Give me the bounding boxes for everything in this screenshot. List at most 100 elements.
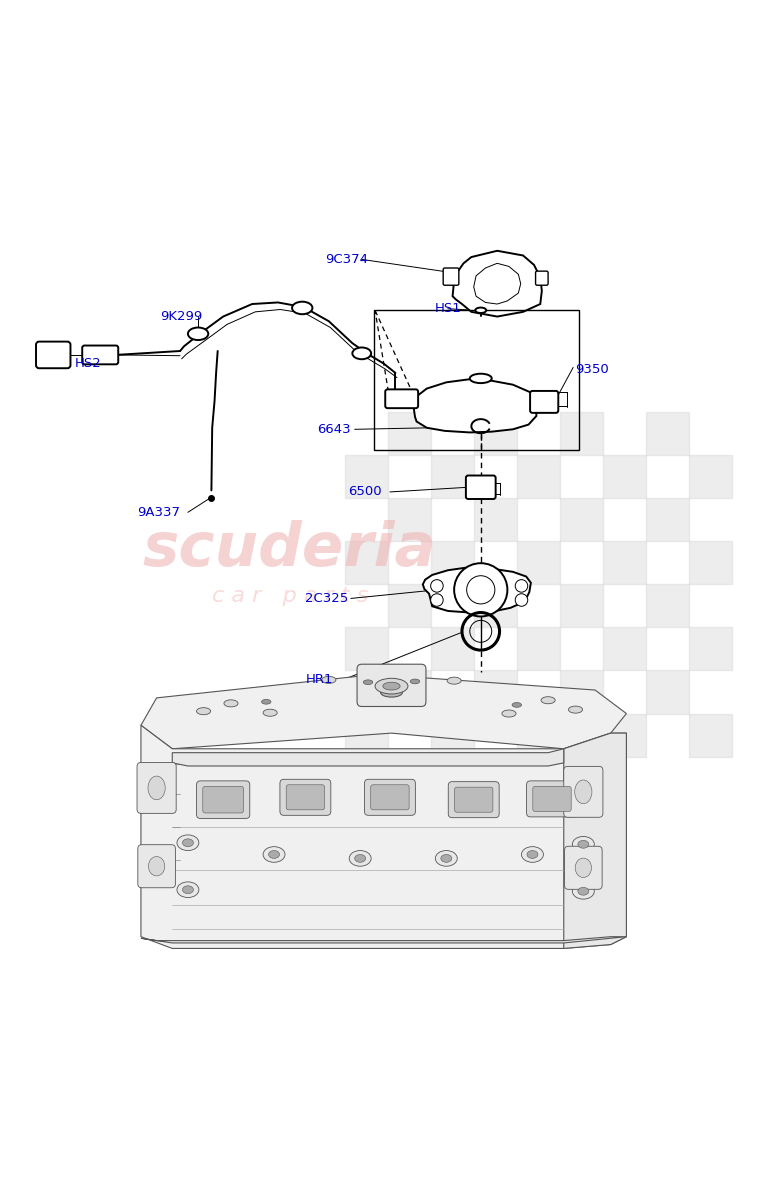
Text: 2C325: 2C325 [305, 592, 348, 605]
Ellipse shape [263, 709, 277, 716]
Ellipse shape [521, 847, 543, 863]
Ellipse shape [578, 840, 589, 848]
Text: HS1: HS1 [435, 302, 461, 316]
FancyBboxPatch shape [36, 342, 70, 368]
Bar [689, 714, 732, 757]
Text: 6500: 6500 [348, 486, 382, 498]
Polygon shape [141, 725, 626, 948]
Polygon shape [413, 379, 536, 432]
Polygon shape [453, 251, 542, 317]
Ellipse shape [182, 839, 193, 847]
FancyBboxPatch shape [532, 786, 572, 811]
FancyBboxPatch shape [280, 779, 330, 815]
Ellipse shape [435, 851, 457, 866]
Ellipse shape [410, 679, 420, 684]
Ellipse shape [371, 684, 412, 701]
Bar [560, 498, 603, 541]
Ellipse shape [292, 301, 312, 314]
Bar [388, 584, 431, 628]
Ellipse shape [149, 857, 164, 876]
Polygon shape [564, 733, 626, 948]
FancyBboxPatch shape [82, 346, 118, 365]
Bar [603, 455, 646, 498]
Text: 9K299: 9K299 [161, 310, 203, 323]
Ellipse shape [541, 697, 555, 703]
Bar [689, 628, 732, 671]
FancyBboxPatch shape [466, 475, 496, 499]
FancyBboxPatch shape [564, 767, 603, 817]
Bar [689, 455, 732, 498]
Bar [689, 541, 732, 584]
Bar [388, 671, 431, 714]
Ellipse shape [447, 677, 461, 684]
Polygon shape [172, 749, 564, 766]
FancyBboxPatch shape [370, 785, 409, 810]
Ellipse shape [502, 710, 516, 718]
Bar [388, 498, 431, 541]
Ellipse shape [363, 680, 373, 684]
FancyBboxPatch shape [364, 779, 415, 815]
Ellipse shape [475, 307, 486, 313]
Ellipse shape [527, 851, 538, 858]
Ellipse shape [322, 677, 336, 683]
Bar [603, 714, 646, 757]
FancyBboxPatch shape [137, 762, 176, 814]
Ellipse shape [177, 882, 199, 898]
Bar [345, 714, 388, 757]
Bar [646, 584, 689, 628]
FancyBboxPatch shape [565, 846, 602, 889]
Bar [517, 628, 560, 671]
Ellipse shape [568, 706, 583, 713]
FancyBboxPatch shape [448, 781, 500, 817]
FancyBboxPatch shape [536, 271, 548, 286]
Ellipse shape [572, 883, 594, 899]
Bar [646, 412, 689, 455]
Ellipse shape [572, 836, 594, 852]
Bar [431, 541, 474, 584]
Text: HS2: HS2 [74, 358, 101, 370]
FancyBboxPatch shape [357, 665, 426, 707]
Bar [560, 671, 603, 714]
Bar [431, 628, 474, 671]
Bar [517, 541, 560, 584]
Bar [345, 541, 388, 584]
Bar [345, 455, 388, 498]
Bar [474, 584, 517, 628]
Text: 9350: 9350 [576, 362, 609, 376]
Circle shape [515, 594, 528, 606]
Bar [431, 455, 474, 498]
Bar [345, 628, 388, 671]
Ellipse shape [197, 708, 211, 715]
Ellipse shape [578, 887, 589, 895]
FancyBboxPatch shape [197, 781, 250, 818]
Circle shape [454, 563, 507, 617]
FancyBboxPatch shape [443, 268, 459, 286]
Text: scuderia: scuderia [143, 520, 437, 578]
Ellipse shape [269, 851, 280, 858]
Text: HR1: HR1 [305, 673, 333, 686]
Bar [560, 584, 603, 628]
Bar [474, 412, 517, 455]
Ellipse shape [349, 851, 371, 866]
FancyBboxPatch shape [454, 787, 493, 812]
Bar [517, 714, 560, 757]
Ellipse shape [182, 886, 193, 894]
Bar [517, 455, 560, 498]
Circle shape [431, 594, 443, 606]
Text: c a r   p a r t s: c a r p a r t s [211, 586, 368, 606]
Ellipse shape [441, 854, 452, 863]
Bar [431, 714, 474, 757]
Ellipse shape [383, 683, 400, 690]
Bar [646, 498, 689, 541]
Polygon shape [141, 937, 626, 943]
Circle shape [431, 580, 443, 592]
Polygon shape [423, 568, 531, 612]
Circle shape [515, 580, 528, 592]
Bar [388, 412, 431, 455]
Ellipse shape [470, 373, 492, 383]
Bar [603, 628, 646, 671]
Text: 9A337: 9A337 [137, 506, 180, 518]
Ellipse shape [177, 835, 199, 851]
Ellipse shape [352, 348, 371, 359]
FancyBboxPatch shape [287, 785, 324, 810]
